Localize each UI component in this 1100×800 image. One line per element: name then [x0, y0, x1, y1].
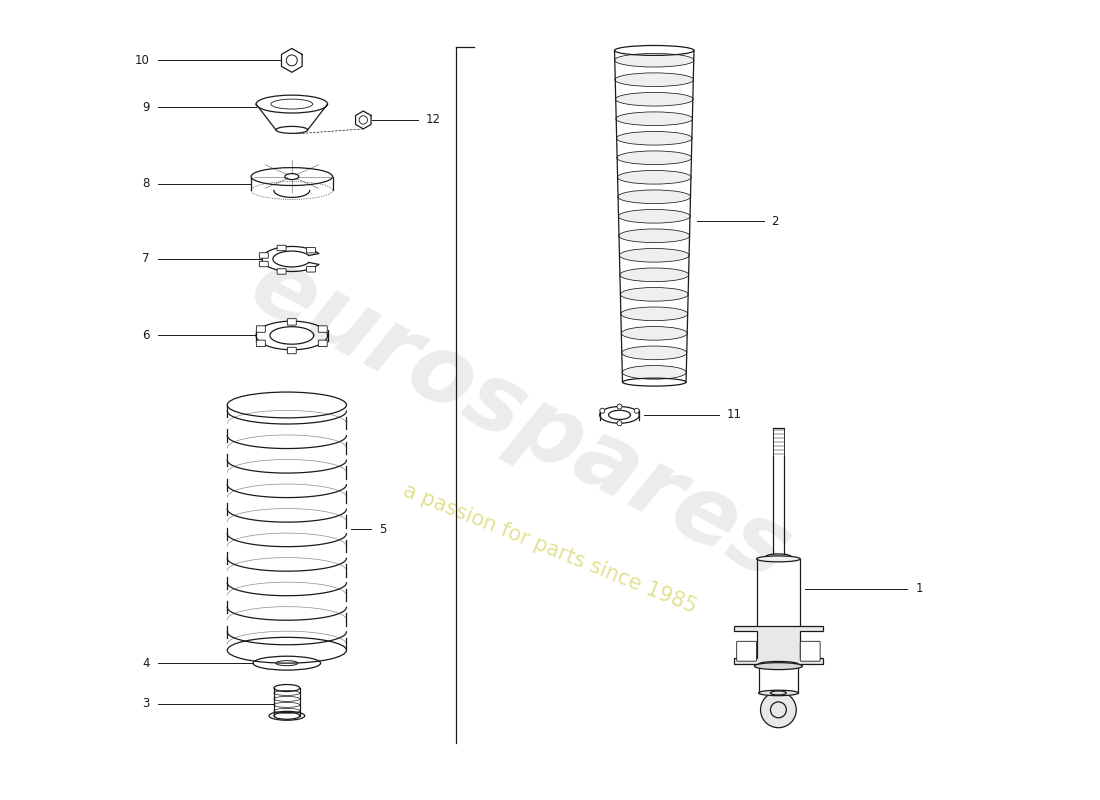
FancyBboxPatch shape [260, 262, 268, 266]
Text: 4: 4 [142, 657, 150, 670]
Ellipse shape [759, 662, 799, 667]
Ellipse shape [616, 112, 693, 126]
Text: 11: 11 [727, 408, 741, 422]
Ellipse shape [619, 229, 690, 242]
Ellipse shape [618, 210, 691, 223]
FancyBboxPatch shape [800, 642, 821, 661]
Ellipse shape [620, 287, 689, 301]
Ellipse shape [618, 190, 691, 204]
Ellipse shape [615, 54, 694, 67]
Text: 8: 8 [142, 177, 150, 190]
Ellipse shape [621, 326, 688, 340]
Ellipse shape [770, 691, 786, 695]
Circle shape [635, 408, 639, 414]
FancyBboxPatch shape [318, 326, 327, 332]
Ellipse shape [757, 556, 801, 562]
Ellipse shape [623, 366, 686, 379]
Ellipse shape [620, 307, 688, 321]
Circle shape [600, 408, 605, 414]
Text: 9: 9 [142, 101, 150, 114]
FancyBboxPatch shape [318, 340, 327, 346]
Text: a passion for parts since 1985: a passion for parts since 1985 [400, 481, 700, 618]
FancyBboxPatch shape [307, 266, 316, 272]
Polygon shape [734, 626, 823, 664]
Ellipse shape [617, 170, 691, 184]
Text: 3: 3 [142, 698, 150, 710]
FancyBboxPatch shape [277, 269, 286, 274]
FancyBboxPatch shape [256, 326, 265, 332]
Text: 1: 1 [915, 582, 923, 595]
FancyBboxPatch shape [277, 246, 286, 250]
FancyBboxPatch shape [737, 642, 757, 661]
Text: 12: 12 [426, 114, 441, 126]
Ellipse shape [617, 151, 692, 165]
Text: 5: 5 [379, 522, 386, 535]
FancyBboxPatch shape [287, 318, 296, 325]
Circle shape [617, 404, 621, 409]
Ellipse shape [615, 73, 694, 86]
FancyBboxPatch shape [256, 340, 265, 346]
Ellipse shape [615, 92, 693, 106]
Ellipse shape [766, 554, 791, 560]
FancyBboxPatch shape [307, 247, 316, 253]
Circle shape [617, 421, 621, 426]
Ellipse shape [619, 249, 690, 262]
Ellipse shape [616, 131, 692, 145]
Ellipse shape [755, 662, 802, 670]
Text: 10: 10 [135, 54, 150, 67]
Ellipse shape [619, 268, 689, 282]
Text: 6: 6 [142, 329, 150, 342]
Text: 7: 7 [142, 253, 150, 266]
Text: eurospares: eurospares [234, 239, 805, 601]
Ellipse shape [759, 690, 799, 696]
FancyBboxPatch shape [287, 347, 296, 354]
Text: 2: 2 [771, 214, 779, 228]
Ellipse shape [621, 346, 686, 360]
Circle shape [760, 692, 796, 728]
FancyBboxPatch shape [260, 253, 268, 258]
